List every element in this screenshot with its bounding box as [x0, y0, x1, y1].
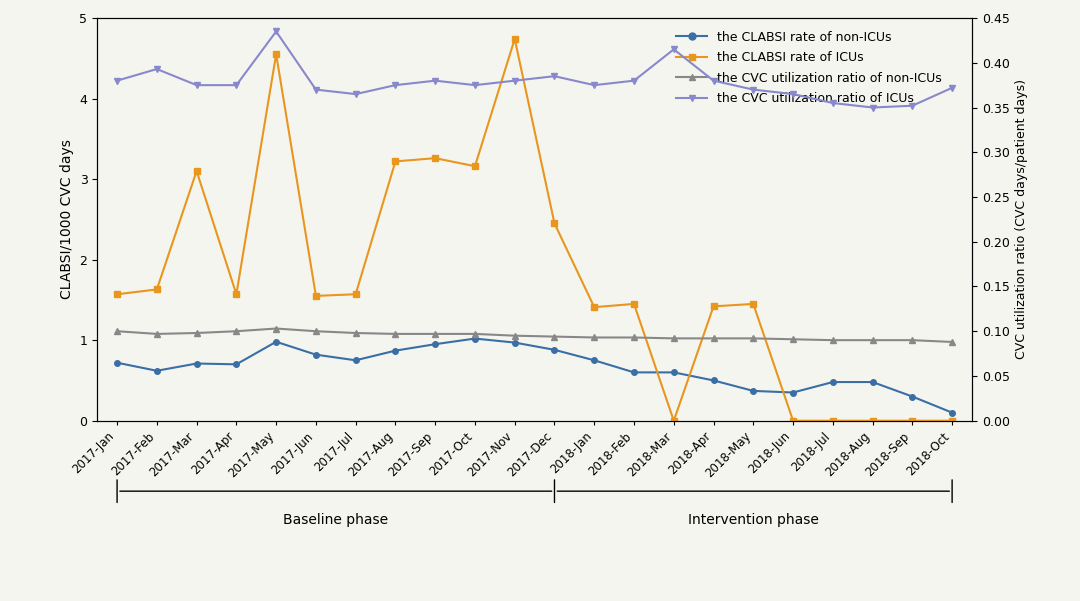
Text: Baseline phase: Baseline phase: [283, 513, 389, 527]
Y-axis label: CLABSI/1000 CVC days: CLABSI/1000 CVC days: [59, 139, 73, 299]
Legend: the CLABSI rate of non-ICUs, the CLABSI rate of ICUs, the CVC utilization ratio : the CLABSI rate of non-ICUs, the CLABSI …: [670, 24, 948, 111]
Y-axis label: CVC utilization ratio (CVC days/patient days): CVC utilization ratio (CVC days/patient …: [1015, 79, 1028, 359]
Text: Intervention phase: Intervention phase: [688, 513, 819, 527]
